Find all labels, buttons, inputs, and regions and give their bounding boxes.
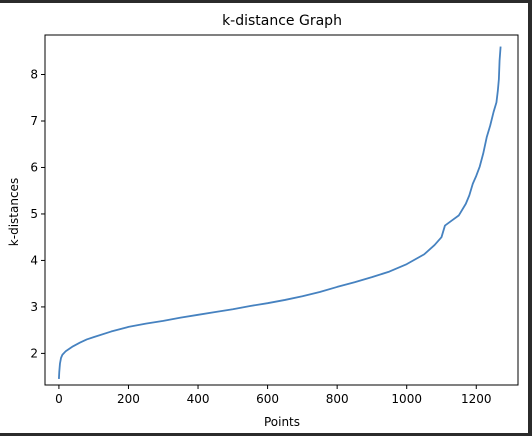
x-tick-label: 0 — [55, 392, 63, 406]
y-tick-label: 4 — [30, 253, 38, 267]
y-tick-label: 7 — [30, 114, 38, 128]
y-axis-label: k-distances — [7, 178, 21, 246]
x-axis-label: Points — [264, 415, 300, 429]
y-tick-label: 3 — [30, 300, 38, 314]
x-tick-label: 600 — [256, 392, 279, 406]
chart-title: k-distance Graph — [222, 13, 342, 29]
plot-area — [44, 34, 519, 386]
y-tick-label: 8 — [30, 68, 38, 82]
x-tick-label: 1000 — [391, 392, 422, 406]
x-tick-label: 800 — [326, 392, 349, 406]
x-tick-label: 1200 — [461, 392, 492, 406]
x-tick-label: 400 — [187, 392, 210, 406]
y-tick-label: 2 — [30, 346, 38, 360]
y-axis-ticks: 2 3 4 5 6 7 8 — [30, 68, 45, 360]
window-top-edge — [0, 0, 532, 3]
x-axis-ticks: 0 200 400 600 800 1000 1200 — [55, 385, 492, 406]
x-tick-label: 200 — [117, 392, 140, 406]
window-bottom-edge — [0, 433, 532, 436]
k-distance-series-line — [58, 46, 502, 380]
y-tick-label: 6 — [30, 160, 38, 174]
window-right-edge — [528, 0, 532, 436]
y-tick-label: 5 — [30, 207, 38, 221]
